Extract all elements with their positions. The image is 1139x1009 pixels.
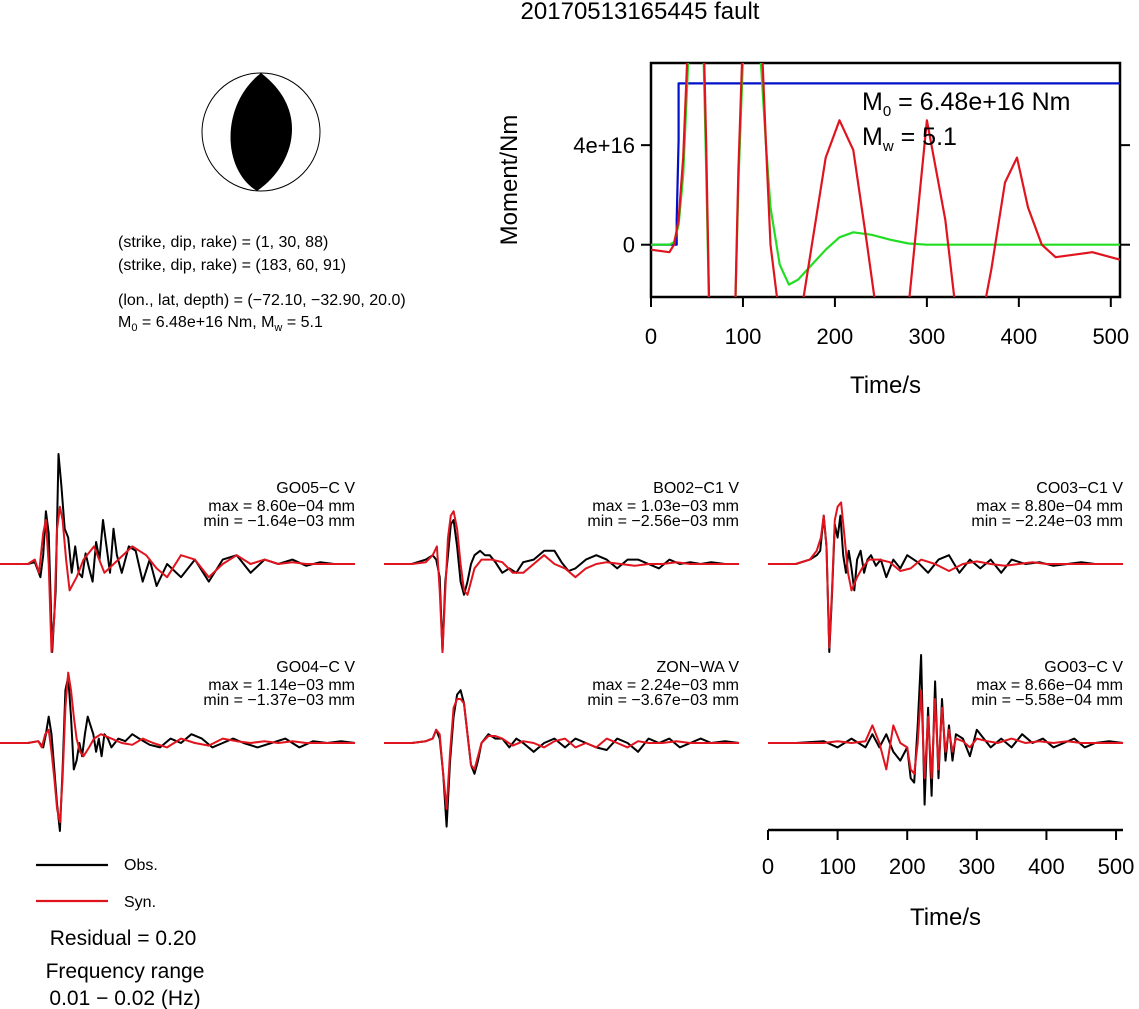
mechanism-moment: M0 = 6.48e+16 Nm, Mw = 5.1 xyxy=(118,314,323,334)
waveform-xtick-label: 300 xyxy=(958,854,995,879)
moment-ytick-label: 4e+16 xyxy=(573,133,635,158)
moment-rate-line xyxy=(651,82,1120,246)
moment-xtick-label: 0 xyxy=(645,324,657,349)
mechanism-plane2: (strike, dip, rake) = (183, 60, 91) xyxy=(118,257,346,274)
station-max: max = 8.60e−04 mm xyxy=(208,498,355,515)
station-min: min = −2.24e−03 mm xyxy=(971,513,1123,530)
moment-xtick-label: 100 xyxy=(725,324,762,349)
station-min: min = −2.56e−03 mm xyxy=(587,513,739,530)
station-max: max = 8.66e−04 mm xyxy=(976,677,1123,694)
moment-xtick-label: 300 xyxy=(909,324,946,349)
moment-annotation-mw: Mw = 5.1 xyxy=(862,123,957,155)
moment-xlabel: Time/s xyxy=(850,372,921,399)
station-min: min = −3.67e−03 mm xyxy=(587,692,739,709)
residual-text: Residual = 0.20 xyxy=(50,927,197,950)
waveform-xtick-label: 200 xyxy=(889,854,926,879)
station-name: GO04−C V xyxy=(276,659,355,676)
station-name: CO03−C1 V xyxy=(1036,480,1123,497)
moment-annotation-m0: M0 = 6.48e+16 Nm xyxy=(862,88,1070,120)
legend: Obs. Syn. Residual = 0.20 Frequency rang… xyxy=(36,857,204,1009)
frequency-title: Frequency range xyxy=(46,960,205,983)
moment-ytick-label: 0 xyxy=(623,233,635,258)
mechanism-plane1: (strike, dip, rake) = (1, 30, 88) xyxy=(118,234,328,251)
synthetic-trace xyxy=(0,505,355,653)
figure-title: 20170513165445 fault xyxy=(521,0,760,25)
moment-plot-frame xyxy=(649,61,1122,299)
moment-plot: 0 4e+16 0 100 200 300 400 500 Time/s Moment/Nm M0 … xyxy=(496,61,1130,399)
station-min: min = −1.37e−03 mm xyxy=(203,692,355,709)
synthetic-trace xyxy=(0,671,355,824)
source-synthetic-line xyxy=(651,63,1120,297)
beachball-compression xyxy=(230,73,293,191)
mechanism-text: (strike, dip, rake) = (1, 30, 88) (strik… xyxy=(118,234,406,334)
synthetic-trace xyxy=(384,698,739,810)
station-name: GO05−C V xyxy=(276,480,355,497)
waveform-xlabel: Time/s xyxy=(910,904,981,931)
moment-xtick-label: 200 xyxy=(817,324,854,349)
waveform-xtick-label: 100 xyxy=(819,854,856,879)
station-min: min = −1.64e−03 mm xyxy=(203,513,355,530)
waveform-xtick-label: 400 xyxy=(1028,854,1065,879)
moment-ylabel: Moment/Nm xyxy=(496,115,523,246)
station-name: ZON−WA V xyxy=(656,659,739,676)
station-name: GO03−C V xyxy=(1044,659,1123,676)
station-max: max = 2.24e−03 mm xyxy=(592,677,739,694)
synthetic-trace xyxy=(768,689,1123,780)
beachball xyxy=(201,72,321,192)
observed-trace xyxy=(768,654,1124,806)
station-min: min = −5.58e−04 mm xyxy=(971,692,1123,709)
station-name: BO02−C1 V xyxy=(653,480,739,497)
frequency-range: 0.01 − 0.02 (Hz) xyxy=(49,987,200,1009)
waveform-xtick-label: 0 xyxy=(762,854,774,879)
legend-syn-label: Syn. xyxy=(124,894,156,911)
waveform-time-axis: 0 100 200 300 400 500 Time/s xyxy=(762,828,1135,931)
station-max: max = 8.80e−04 mm xyxy=(976,498,1123,515)
station-max: max = 1.03e−03 mm xyxy=(592,498,739,515)
legend-obs-label: Obs. xyxy=(124,857,158,874)
station-max: max = 1.14e−03 mm xyxy=(208,677,355,694)
mechanism-location: (lon., lat, depth) = (−72.10, −32.90, 20… xyxy=(118,292,406,309)
synthetic-trace xyxy=(384,510,739,653)
observed-trace xyxy=(384,519,739,653)
moment-xtick-label: 400 xyxy=(1000,324,1037,349)
moment-xtick-label: 500 xyxy=(1092,324,1129,349)
observed-trace xyxy=(384,689,740,828)
synthetic-trace xyxy=(768,501,1123,649)
waveform-xtick-label: 500 xyxy=(1098,854,1135,879)
